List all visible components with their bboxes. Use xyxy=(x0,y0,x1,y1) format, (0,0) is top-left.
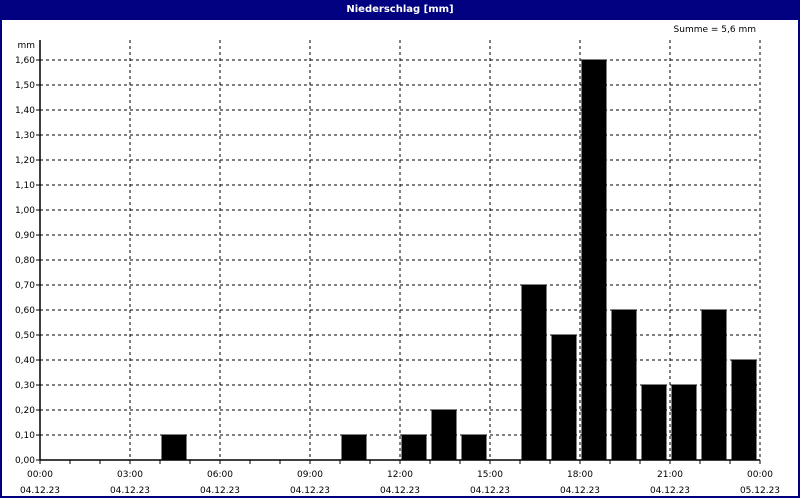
y-tick-label: 0,10 xyxy=(15,431,35,441)
x-tick-date: 05.12.23 xyxy=(740,486,780,496)
bar-18:00 xyxy=(581,59,607,461)
x-tick-time: 21:00 xyxy=(657,470,683,480)
y-tick-label: 0,80 xyxy=(15,256,35,266)
y-tick-label: 1,20 xyxy=(15,156,35,166)
y-tick-label: 0,20 xyxy=(15,406,35,416)
bar-23:00 xyxy=(731,359,757,461)
x-tick-date: 04.12.23 xyxy=(200,486,240,496)
y-tick-label: 0,00 xyxy=(15,456,35,466)
window-title: Niederschlag [mm] xyxy=(0,0,800,20)
y-tick-label: 0,70 xyxy=(15,281,35,291)
bar-12:00 xyxy=(401,434,427,461)
x-tick-date: 04.12.23 xyxy=(650,486,690,496)
bar-10:00 xyxy=(341,434,367,461)
y-tick-label: 0,60 xyxy=(15,306,35,316)
y-tick-label: 0,90 xyxy=(15,231,35,241)
bar-20:00 xyxy=(641,384,667,461)
y-tick-label: 0,50 xyxy=(15,331,35,341)
y-tick-label: 1,60 xyxy=(15,56,35,66)
x-tick-date: 04.12.23 xyxy=(20,486,60,496)
y-tick-label: 1,10 xyxy=(15,181,35,191)
y-tick-label: 1,50 xyxy=(15,81,35,91)
y-tick-label: 0,40 xyxy=(15,356,35,366)
x-tick-date: 04.12.23 xyxy=(110,486,150,496)
x-tick-date: 04.12.23 xyxy=(380,486,420,496)
bar-16:00 xyxy=(521,284,547,461)
bar-21:00 xyxy=(671,384,697,461)
x-tick-time: 03:00 xyxy=(117,470,143,480)
x-tick-time: 18:00 xyxy=(567,470,593,480)
x-tick-time: 09:00 xyxy=(297,470,323,480)
y-tick-label: 1,00 xyxy=(15,206,35,216)
x-tick-time: 15:00 xyxy=(477,470,503,480)
bar-14:00 xyxy=(461,434,487,461)
x-tick-time: 12:00 xyxy=(387,470,413,480)
bar-17:00 xyxy=(551,334,577,461)
sum-label: Summe = 5,6 mm xyxy=(673,25,756,35)
y-axis-label: mm xyxy=(17,41,35,51)
x-tick-time: 00:00 xyxy=(27,470,53,480)
x-tick-date: 04.12.23 xyxy=(290,486,330,496)
x-tick-time: 00:00 xyxy=(747,470,773,480)
x-tick-date: 04.12.23 xyxy=(560,486,600,496)
bar-04:00 xyxy=(161,434,187,461)
bar-22:00 xyxy=(701,309,727,461)
bar-19:00 xyxy=(611,309,637,461)
y-tick-label: 1,40 xyxy=(15,106,35,116)
x-tick-date: 04.12.23 xyxy=(470,486,510,496)
y-tick-label: 1,30 xyxy=(15,131,35,141)
y-tick-label: 0,30 xyxy=(15,381,35,391)
bar-13:00 xyxy=(431,409,457,461)
x-tick-time: 06:00 xyxy=(207,470,233,480)
